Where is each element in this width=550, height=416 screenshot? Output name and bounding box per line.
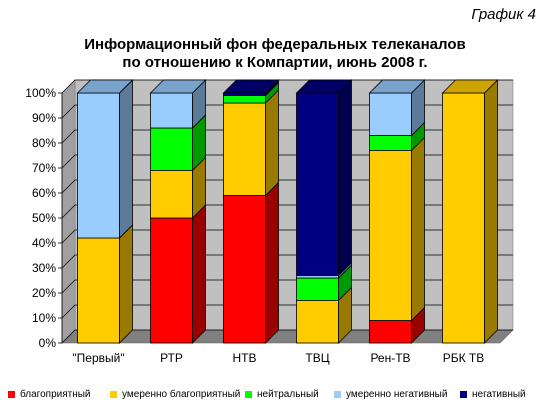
- chart-title-line-2: по отношению к Компартии, июнь 2008 г.: [122, 54, 428, 71]
- legend-label: умеренно благоприятный: [122, 389, 241, 400]
- y-tick-label: 20%: [32, 286, 56, 300]
- legend-swatch: [245, 391, 252, 398]
- legend-swatch: [460, 391, 467, 398]
- gridline: [61, 204, 513, 219]
- legend-item: умеренно негативный: [334, 389, 447, 400]
- y-tick-label: 50%: [32, 211, 56, 225]
- bar-segment: [77, 92, 120, 239]
- x-tick-label: РБК ТВ: [443, 351, 485, 365]
- legend-label: умеренно негативный: [346, 389, 448, 400]
- gridline: [61, 229, 513, 244]
- bar-segment: [150, 170, 193, 219]
- legend-swatch: [8, 391, 15, 398]
- bar-segment-top: [149, 79, 207, 94]
- bar-segment: [296, 300, 339, 344]
- y-tick-label: 100%: [25, 86, 56, 100]
- legend-item: нейтральный: [245, 389, 319, 400]
- bar-segment: [223, 102, 266, 196]
- legend-label: благоприятный: [20, 389, 91, 400]
- bar-segment-top: [368, 79, 426, 94]
- legend-swatch: [334, 391, 341, 398]
- legend-item: умеренно благоприятный: [110, 389, 240, 400]
- y-tick-label: 0%: [39, 336, 57, 350]
- y-tick-label: 80%: [32, 136, 56, 150]
- gridline: [61, 279, 513, 294]
- bar-segment-side: [192, 204, 206, 344]
- gridline: [61, 304, 513, 319]
- gridline: [61, 129, 513, 144]
- bar-segment-side: [411, 136, 425, 322]
- x-tick-label: РТР: [160, 351, 183, 365]
- bar-segment: [442, 92, 485, 344]
- bar-segment: [369, 135, 412, 151]
- bar-segment-side: [484, 79, 498, 344]
- bar-segment-top: [222, 79, 280, 94]
- chart-title: Информационный фон федеральных телеканал…: [0, 36, 550, 72]
- chart-legend: благоприятный умеренно благоприятный нейтр…: [8, 389, 548, 405]
- chart-title-line-1: Информационный фон федеральных телеканал…: [84, 36, 466, 53]
- bar-segment: [369, 320, 412, 344]
- x-tick-label: ТВЦ: [305, 351, 329, 365]
- bar-segment-side: [119, 79, 133, 239]
- y-tick-label: 10%: [32, 311, 56, 325]
- bar-segment-side: [265, 181, 279, 344]
- gridline: [61, 154, 513, 169]
- bar-segment: [150, 92, 193, 129]
- bar-segment-side: [265, 89, 279, 197]
- y-tick-label: 40%: [32, 236, 56, 250]
- bar-segment: [223, 95, 266, 104]
- bar-segment: [296, 92, 339, 276]
- legend-item: благоприятный: [8, 389, 91, 400]
- gridline: [61, 254, 513, 269]
- bar-segment: [369, 150, 412, 321]
- gridline: [61, 104, 513, 119]
- bar-segment: [150, 127, 193, 171]
- bar-segment-top: [295, 79, 353, 94]
- legend-label: негативный: [472, 389, 526, 400]
- bar-segment: [296, 277, 339, 301]
- bar-segment-side: [338, 79, 352, 277]
- gridline: [61, 179, 513, 194]
- x-tick-label: НТВ: [233, 351, 257, 365]
- bar-segment: [223, 195, 266, 344]
- corner-label: График 4: [471, 6, 536, 23]
- legend-swatch: [110, 391, 117, 398]
- x-tick-label: Рен-ТВ: [370, 351, 410, 365]
- gridline: [61, 329, 513, 344]
- legend-item: негативный: [460, 389, 526, 400]
- bar-segment: [77, 237, 120, 344]
- y-tick-label: 30%: [32, 261, 56, 275]
- y-tick-label: 90%: [32, 111, 56, 125]
- bar-segment: [150, 217, 193, 344]
- gridline: [61, 79, 513, 94]
- bar-segment-top: [76, 79, 134, 94]
- bar-segment-side: [119, 224, 133, 344]
- legend-label: нейтральный: [257, 389, 319, 400]
- bar-segment: [369, 92, 412, 136]
- y-tick-label: 60%: [32, 186, 56, 200]
- x-tick-label: "Первый": [72, 351, 124, 365]
- y-tick-label: 70%: [32, 161, 56, 175]
- bar-segment-top: [441, 79, 499, 94]
